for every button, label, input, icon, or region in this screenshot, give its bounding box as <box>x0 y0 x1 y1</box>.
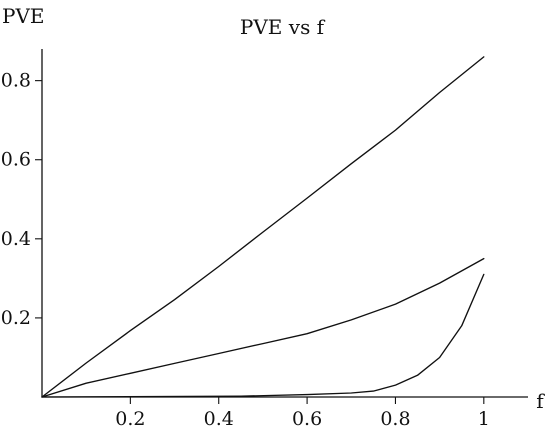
data-series <box>41 56 485 398</box>
series-line-3 <box>41 273 485 398</box>
x-tick-label: 1 <box>478 408 490 430</box>
series-line-2 <box>41 257 485 398</box>
tick-labels: 0.2 0.4 0.6 0.8 1 0.2 0.4 0.6 0.8 <box>1 70 490 430</box>
tick-marks <box>35 80 485 404</box>
series-line-1 <box>41 56 485 398</box>
y-tick-label: 0.2 <box>1 307 31 329</box>
y-tick-label: 0.4 <box>1 228 31 250</box>
y-tick-label: 0.6 <box>1 149 31 171</box>
x-tick-label: 0.2 <box>115 408 145 430</box>
chart-title: PVE vs f <box>240 15 326 39</box>
x-tick-label: 0.8 <box>380 408 410 430</box>
y-axis-label: PVE <box>2 4 45 28</box>
y-tick-label: 0.8 <box>1 70 31 92</box>
x-tick-label: 0.4 <box>204 408 234 430</box>
x-tick-label: 0.6 <box>292 408 322 430</box>
x-axis-label: f <box>536 389 545 413</box>
